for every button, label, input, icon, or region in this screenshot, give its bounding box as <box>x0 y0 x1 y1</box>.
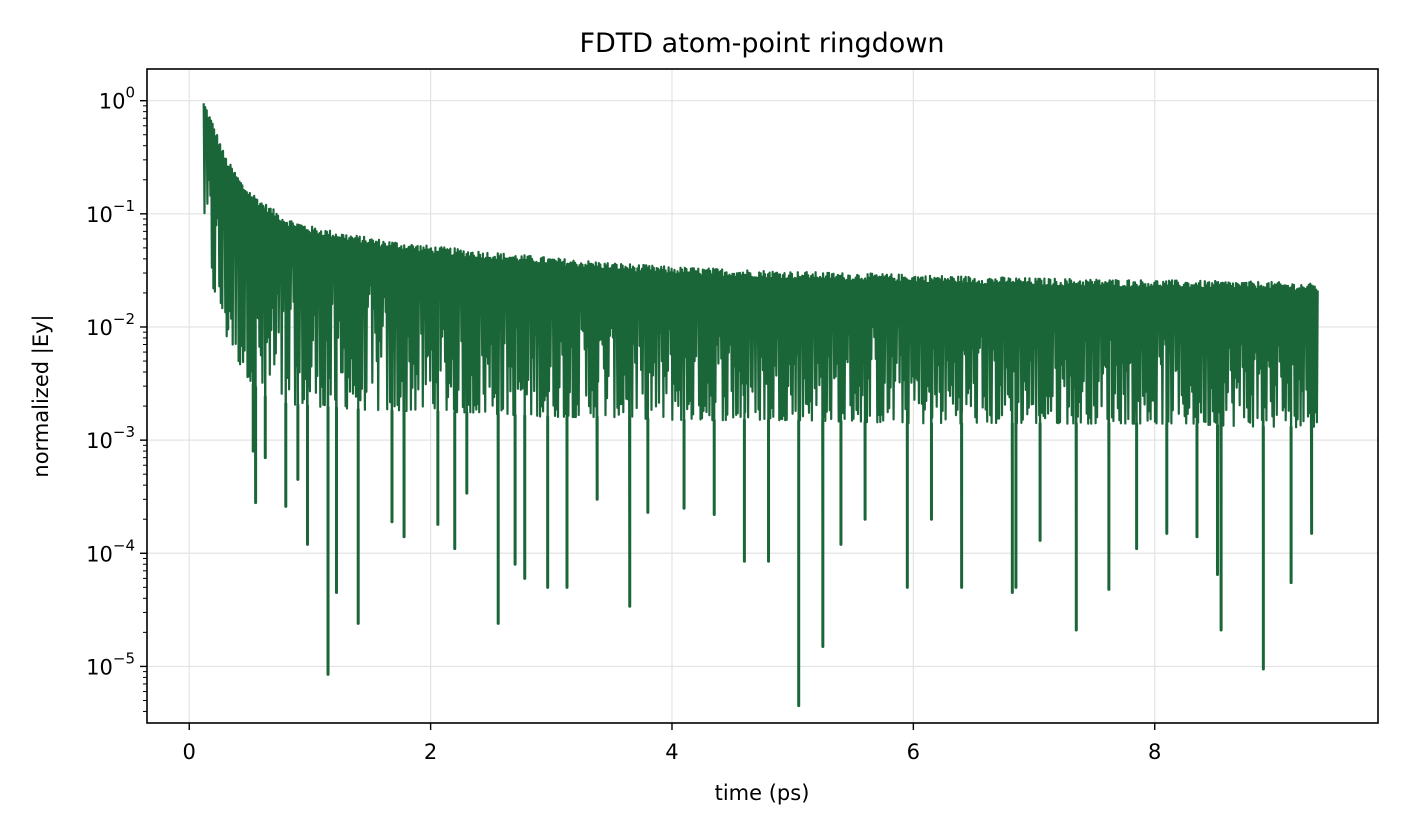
y-axis-ticks: 100 10−1 10−2 10−3 10−4 10−5 <box>86 84 147 712</box>
x-tick-label: 0 <box>183 740 196 764</box>
y-tick-label: 100 <box>99 84 135 114</box>
chart-title: FDTD atom-point ringdown <box>579 28 944 59</box>
x-tick-label: 4 <box>665 740 678 764</box>
y-tick-label: 10−3 <box>86 423 135 453</box>
y-tick-label: 10−4 <box>86 536 135 566</box>
x-tick-label: 6 <box>907 740 920 764</box>
series-ey <box>202 103 1319 708</box>
x-axis-label: time (ps) <box>715 781 810 805</box>
x-tick-label: 2 <box>424 740 437 764</box>
y-tick-label: 10−2 <box>86 310 135 340</box>
series-line <box>202 103 1319 707</box>
x-tick-label: 8 <box>1148 740 1161 764</box>
y-tick-label: 10−5 <box>86 649 135 679</box>
y-tick-label: 10−1 <box>86 197 135 227</box>
plot-frame <box>146 68 1379 724</box>
x-axis-ticks: 0 2 4 6 8 <box>183 723 1161 764</box>
y-axis-label: normalized |Ey| <box>29 314 54 477</box>
